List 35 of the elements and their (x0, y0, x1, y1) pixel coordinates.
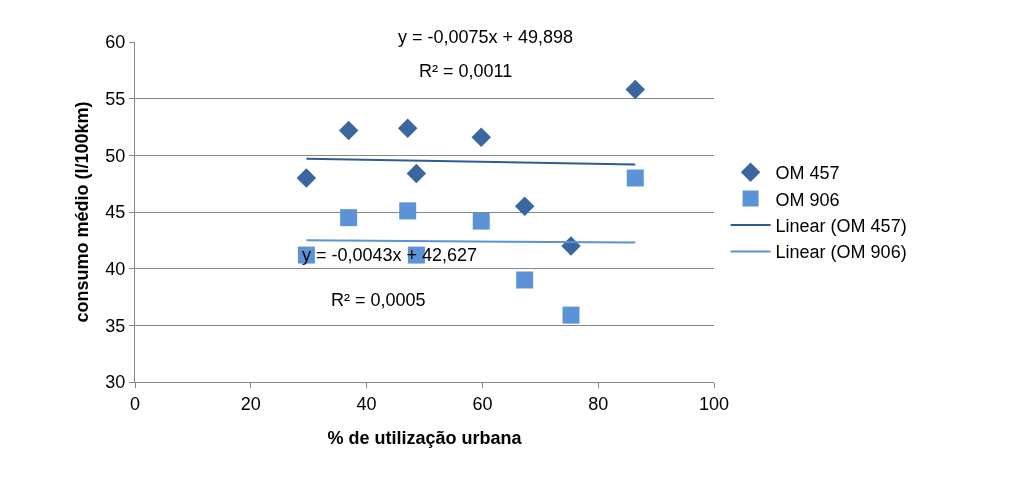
point (340, 209, 358, 227)
y-tick-label: 40 (105, 258, 126, 279)
x-tick-label: 100 (698, 393, 730, 414)
point (406, 163, 427, 184)
y-tick-label: 55 (105, 88, 126, 109)
point (397, 118, 418, 138)
point (626, 169, 644, 187)
y-tick-label: 45 (105, 202, 126, 223)
annotation: R² = 0,0005 (331, 290, 426, 310)
y-tick-label: 50 (105, 145, 126, 166)
x-tick-label: 20 (240, 393, 261, 414)
x-axis-title: % de utilização urbana (327, 427, 523, 448)
point (562, 306, 580, 324)
y-tick-label: 30 (105, 372, 126, 393)
legend-label: OM 906 (775, 189, 840, 210)
point (516, 271, 534, 289)
point (514, 196, 535, 217)
legend-label: OM 457 (775, 163, 840, 184)
point (472, 212, 490, 230)
point (471, 127, 491, 147)
point (399, 202, 417, 220)
legend-label: Linear (OM 906) (775, 242, 907, 263)
y-tick-label: 60 (105, 32, 126, 53)
y-tick-label: 35 (105, 315, 126, 336)
point (338, 120, 359, 141)
x-tick-label: 40 (356, 393, 377, 414)
point (625, 79, 646, 100)
x-tick-label: 60 (472, 393, 493, 414)
legend-label: Linear (OM 457) (775, 216, 907, 237)
y-axis-title: consumo médio (l/100km) (71, 101, 92, 323)
annotation: R² = 0,0011 (419, 61, 513, 81)
x-tick-label: 0 (129, 393, 141, 414)
x-tick-label: 80 (588, 393, 609, 414)
annotation: y = -0,0075x + 49,898 (398, 27, 574, 47)
point (296, 168, 317, 188)
